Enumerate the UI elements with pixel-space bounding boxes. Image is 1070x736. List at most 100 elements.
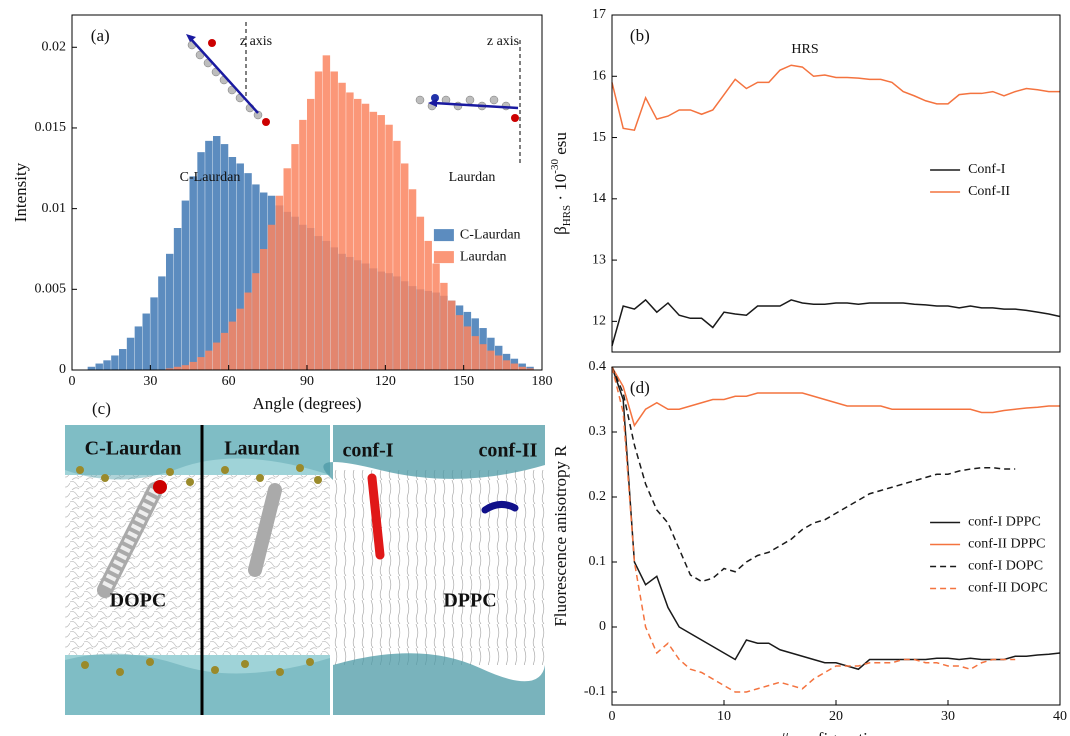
- annotation: z axis: [240, 34, 272, 49]
- y-tick-label: 12: [592, 314, 606, 329]
- histogram-bar: [236, 163, 244, 370]
- y-axis-label: Intensity: [11, 162, 30, 222]
- histogram-bar: [228, 157, 237, 370]
- histogram-bar: [322, 55, 331, 370]
- legend-label: conf-I DOPC: [968, 559, 1043, 574]
- histogram-bar: [150, 297, 158, 370]
- membrane-label: DOPC: [110, 590, 167, 612]
- histogram-bar: [377, 115, 385, 370]
- histogram-bar: [173, 228, 182, 370]
- x-tick-label: 10: [717, 709, 731, 724]
- simulation-snapshots: [65, 425, 545, 715]
- y-tick-label: 0.02: [42, 39, 67, 54]
- histogram-bar: [518, 363, 526, 370]
- histogram-bar: [158, 276, 166, 370]
- y-tick-label: 0.01: [42, 201, 67, 216]
- y-axis-label: βHRS · 10-30 esu: [549, 132, 573, 235]
- histogram-bar: [440, 282, 448, 370]
- y-tick-label: 0: [59, 362, 66, 377]
- annotation: z axis: [487, 34, 519, 49]
- panel-label: (b): [630, 26, 650, 45]
- histogram-bar: [197, 357, 205, 370]
- histogram-bar: [275, 195, 284, 370]
- molecule-label: Laurdan: [224, 438, 300, 460]
- histogram-bar: [502, 360, 511, 370]
- y-axis-label-part: · 10: [551, 174, 570, 205]
- legend-swatch: [433, 229, 454, 242]
- legend-label: Conf-II: [968, 184, 1010, 199]
- histogram-bar: [346, 92, 354, 371]
- histogram-bar: [181, 200, 190, 370]
- y-axis-label-part: esu: [551, 132, 570, 159]
- histogram-bar: [401, 163, 409, 370]
- histogram-bar: [142, 313, 150, 370]
- histogram-bar: [479, 344, 487, 370]
- histogram-bar: [495, 355, 503, 370]
- x-tick-label: 0: [69, 374, 76, 389]
- histogram-bar: [283, 168, 291, 370]
- histogram-bar: [338, 82, 346, 370]
- histogram-bar: [314, 71, 323, 371]
- y-tick-label: 0.015: [35, 120, 67, 135]
- histogram-bar: [244, 292, 252, 370]
- histogram-bar: [173, 366, 182, 370]
- histogram-bar: [299, 119, 307, 371]
- histogram-bar: [455, 315, 464, 370]
- annotation: HRS: [791, 42, 818, 57]
- histogram-bar: [361, 103, 370, 370]
- panel-label: (d): [630, 378, 650, 397]
- annotation: Laurdan: [449, 170, 496, 185]
- histogram-bar: [291, 144, 299, 370]
- series-line: [611, 366, 1016, 693]
- histogram-bar: [267, 224, 276, 370]
- histogram-bar: [166, 368, 174, 370]
- panel-label: (c): [92, 399, 111, 418]
- y-tick-label: 0: [599, 619, 606, 634]
- y-tick-label: 14: [592, 191, 606, 206]
- x-tick-label: 120: [375, 374, 396, 389]
- y-tick-label: -0.1: [584, 684, 606, 699]
- histogram-bar: [228, 321, 237, 370]
- y-tick-label: 0.2: [589, 489, 607, 504]
- histogram-bar: [181, 365, 190, 370]
- histogram-bar: [220, 144, 229, 370]
- histogram-bar: [95, 363, 103, 370]
- histogram-bar: [354, 98, 362, 370]
- histogram-bar: [205, 140, 213, 370]
- histogram-bar: [463, 326, 472, 370]
- histogram-bar: [408, 189, 417, 370]
- y-axis-label-part: β: [551, 226, 570, 235]
- histogram-bar: [166, 253, 174, 370]
- histogram-bar: [119, 349, 127, 370]
- histogram-bar: [189, 361, 197, 370]
- y-axis-label-part: -30: [549, 159, 561, 174]
- legend-swatch: [433, 251, 454, 264]
- molecule-label: C-Laurdan: [85, 438, 182, 460]
- series-line: [611, 366, 1061, 671]
- x-tick-label: 40: [1053, 709, 1067, 724]
- y-tick-label: 0.1: [589, 554, 607, 569]
- histogram-bar: [307, 98, 315, 370]
- legend-label: Laurdan: [460, 249, 507, 264]
- y-axis-label: Fluorescence anisotropy R: [551, 445, 570, 627]
- histogram-bar: [448, 300, 456, 370]
- histogram-bar: [510, 363, 519, 370]
- histogram-bar: [189, 176, 197, 370]
- histogram-bar: [369, 111, 378, 371]
- histogram-bar: [260, 248, 268, 370]
- histogram-bar: [393, 140, 401, 370]
- y-tick-label: 16: [592, 68, 606, 83]
- legend-label: conf-II DOPC: [968, 581, 1048, 596]
- panel-label: (a): [91, 26, 110, 45]
- histogram-bar: [126, 337, 135, 370]
- membrane-label: DPPC: [443, 590, 496, 612]
- legend-label: C-Laurdan: [460, 227, 521, 242]
- y-tick-label: 0.005: [35, 282, 67, 297]
- y-tick-label: 13: [592, 252, 606, 267]
- y-tick-label: 0.3: [589, 424, 607, 439]
- histogram-bar: [244, 173, 252, 370]
- x-tick-label: 90: [300, 374, 314, 389]
- y-axis-label-part: HRS: [561, 205, 573, 226]
